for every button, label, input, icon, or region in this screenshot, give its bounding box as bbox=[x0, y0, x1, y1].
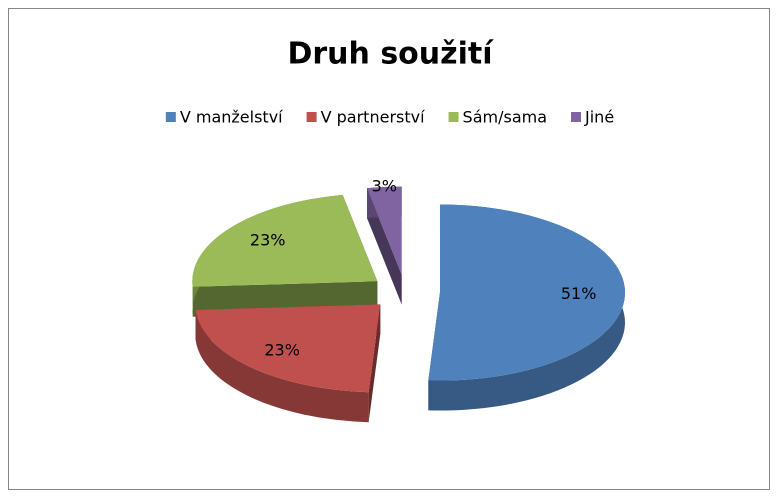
legend-label: V manželství bbox=[180, 108, 283, 127]
legend-swatch bbox=[165, 112, 176, 122]
legend: V manželství V partnerství Sám/sama Jiné bbox=[165, 108, 614, 127]
data-label: 51% bbox=[561, 284, 597, 303]
legend-label: V partnerství bbox=[321, 108, 425, 127]
pie-slice bbox=[195, 304, 381, 423]
pie-slice bbox=[428, 204, 625, 411]
slice-wall bbox=[195, 309, 369, 423]
data-label: 23% bbox=[250, 230, 286, 249]
legend-swatch bbox=[448, 112, 459, 122]
slice bbox=[428, 204, 625, 381]
pie-slice bbox=[367, 186, 402, 305]
data-label: 3% bbox=[372, 176, 397, 195]
legend-label: Sám/sama bbox=[463, 108, 547, 127]
slice bbox=[195, 304, 381, 393]
legend-label: Jiné bbox=[584, 108, 614, 127]
chart-title: Druh soužití bbox=[287, 37, 494, 72]
slice bbox=[192, 194, 378, 287]
data-label: 23% bbox=[264, 341, 300, 360]
slice bbox=[367, 186, 402, 275]
legend-swatch bbox=[306, 112, 317, 122]
legend-swatch bbox=[571, 112, 582, 122]
